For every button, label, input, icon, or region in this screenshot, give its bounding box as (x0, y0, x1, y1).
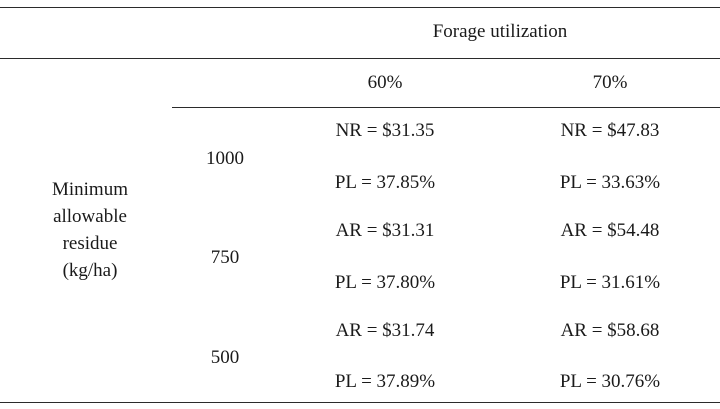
row-label-line-4: (kg/ha) (62, 260, 118, 281)
row-label-line-2: allowable (53, 206, 127, 227)
header-rule (0, 58, 720, 59)
table-cell: PL = 37.89% (334, 371, 436, 392)
table-cell: AR = $54.48 (560, 220, 660, 241)
table-cell: AR = $58.68 (560, 320, 660, 341)
residue-value: 750 (210, 247, 240, 268)
column-header-60: 60% (367, 72, 403, 93)
residue-value: 500 (210, 347, 240, 368)
table-cell: PL = 31.61% (559, 272, 661, 293)
table-cell: AR = $31.31 (335, 220, 435, 241)
table-cell: NR = $31.35 (335, 120, 435, 141)
top-rule (0, 7, 720, 8)
table-cell: PL = 33.63% (559, 172, 661, 193)
table-cell: AR = $31.74 (335, 320, 435, 341)
table-cell: PL = 37.85% (334, 172, 436, 193)
forage-utilization-header: Forage utilization (432, 21, 568, 42)
subheader-rule (172, 107, 720, 108)
column-header-70: 70% (592, 72, 628, 93)
row-label-line-3: residue (62, 233, 118, 254)
table-cell: PL = 37.80% (334, 272, 436, 293)
table-cell: PL = 30.76% (559, 371, 661, 392)
row-label-line-1: Minimum (51, 179, 128, 200)
residue-value: 1000 (206, 148, 244, 169)
table-cell: NR = $47.83 (560, 120, 660, 141)
bottom-rule (0, 402, 720, 403)
